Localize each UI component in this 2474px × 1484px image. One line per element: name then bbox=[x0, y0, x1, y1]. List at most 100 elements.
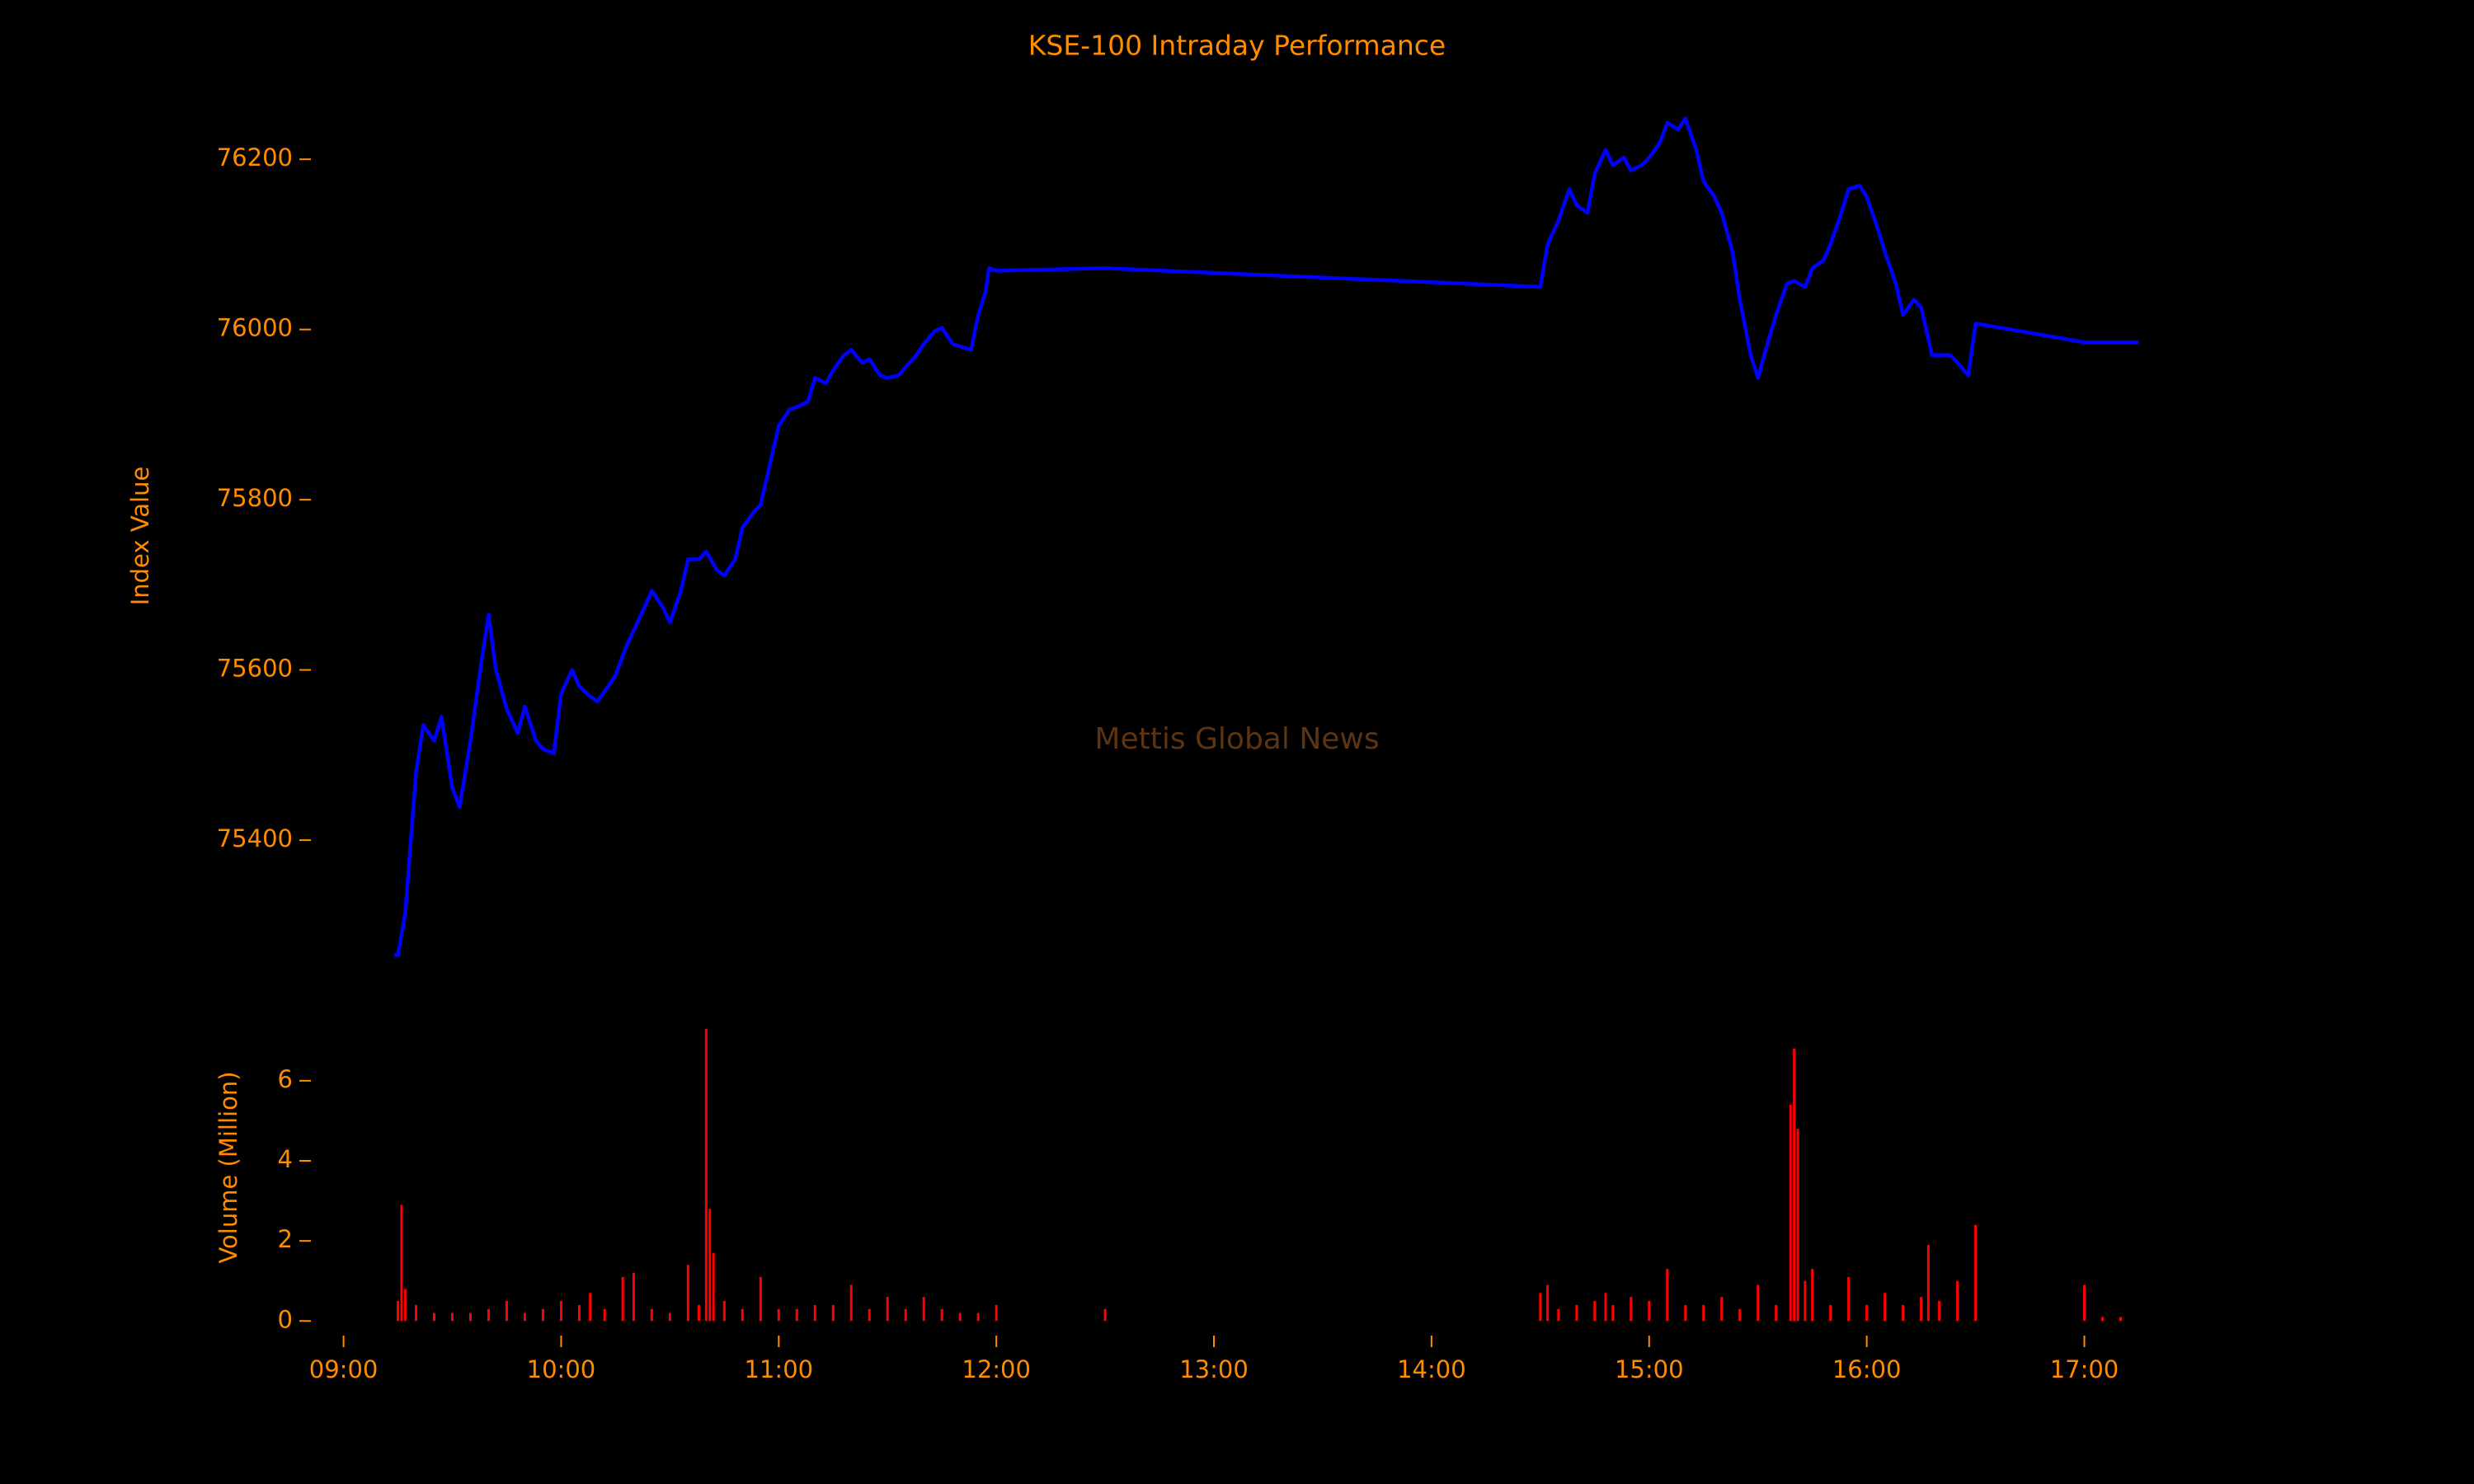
x-tick-label: 12:00 bbox=[962, 1355, 1031, 1383]
volume-bar bbox=[868, 1308, 871, 1322]
y-tick-label: 0 bbox=[278, 1305, 293, 1333]
volume-bar bbox=[1847, 1276, 1851, 1322]
volume-bar bbox=[886, 1297, 889, 1322]
volume-bar bbox=[589, 1293, 592, 1322]
volume-bar bbox=[1684, 1304, 1687, 1322]
volume-bar bbox=[1796, 1129, 1799, 1322]
y-tick-label: 75400 bbox=[217, 824, 293, 852]
volume-bar bbox=[708, 1209, 712, 1322]
volume-bar bbox=[1811, 1269, 1814, 1322]
volume-bar bbox=[759, 1276, 762, 1322]
volume-bar bbox=[1757, 1284, 1760, 1322]
volume-bar bbox=[1789, 1105, 1792, 1322]
volume-bar bbox=[2119, 1317, 2122, 1322]
volume-bar bbox=[559, 1300, 562, 1322]
volume-bar bbox=[523, 1313, 526, 1322]
volume-bar bbox=[904, 1308, 907, 1322]
x-tick-label: 09:00 bbox=[309, 1355, 379, 1383]
volume-bar bbox=[1546, 1284, 1550, 1322]
x-tick-label: 15:00 bbox=[1615, 1355, 1684, 1383]
volume-bar bbox=[1557, 1308, 1560, 1322]
volume-bar bbox=[722, 1300, 726, 1322]
x-tick-label: 17:00 bbox=[2050, 1355, 2119, 1383]
volume-bar bbox=[922, 1297, 925, 1322]
volume-bar bbox=[741, 1308, 744, 1322]
volume-bar bbox=[1648, 1300, 1651, 1322]
volume-bar bbox=[451, 1313, 454, 1322]
volume-bar bbox=[632, 1272, 635, 1322]
volume-bar bbox=[1611, 1304, 1615, 1322]
volume-bar bbox=[650, 1308, 653, 1322]
volume-bar bbox=[940, 1308, 943, 1322]
volume-bar bbox=[621, 1276, 624, 1322]
y-tick-label: 75600 bbox=[217, 655, 293, 683]
volume-bar bbox=[505, 1300, 508, 1322]
volume-bar bbox=[958, 1313, 962, 1322]
volume-bar bbox=[995, 1304, 998, 1322]
y-tick-label: 76200 bbox=[217, 143, 293, 171]
volume-bar bbox=[397, 1300, 400, 1322]
y-tick-label: 76000 bbox=[217, 314, 293, 342]
x-tick-label: 11:00 bbox=[745, 1355, 814, 1383]
volume-bar bbox=[1666, 1269, 1669, 1322]
volume-bar bbox=[415, 1304, 418, 1322]
volume-bar bbox=[469, 1313, 472, 1322]
volume-bar bbox=[433, 1313, 436, 1322]
y-tick-label: 2 bbox=[278, 1225, 293, 1253]
volume-bar bbox=[712, 1252, 715, 1322]
y-axis-label: Index Value bbox=[126, 467, 154, 606]
volume-bar bbox=[1865, 1304, 1869, 1322]
index-line bbox=[394, 116, 2139, 957]
volume-bar bbox=[400, 1205, 403, 1322]
volume-bar bbox=[603, 1308, 606, 1322]
y-axis-label: Volume (Million) bbox=[214, 1071, 242, 1263]
y-tick-label: 6 bbox=[278, 1065, 293, 1093]
volume-bar bbox=[1630, 1297, 1633, 1322]
volume-bar bbox=[686, 1265, 689, 1322]
y-tick-label: 75800 bbox=[217, 484, 293, 512]
volume-bar bbox=[2100, 1317, 2104, 1322]
volume-bar bbox=[1902, 1304, 1905, 1322]
volume-bar bbox=[704, 1028, 708, 1322]
volume-bar bbox=[1604, 1293, 1607, 1322]
volume-bar bbox=[976, 1313, 980, 1322]
volume-bar bbox=[1539, 1293, 1542, 1322]
volume-bar bbox=[577, 1304, 581, 1322]
volume-bar bbox=[487, 1308, 490, 1322]
volume-bar bbox=[1793, 1049, 1796, 1322]
volume-bar bbox=[1593, 1300, 1597, 1322]
volume-bar bbox=[1920, 1297, 1923, 1322]
chart-title: KSE-100 Intraday Performance bbox=[1028, 30, 1446, 62]
volume-bar bbox=[831, 1304, 835, 1322]
volume-bar bbox=[1738, 1308, 1742, 1322]
volume-bar bbox=[1775, 1304, 1778, 1322]
x-tick-label: 14:00 bbox=[1397, 1355, 1466, 1383]
volume-bar bbox=[403, 1289, 407, 1322]
x-tick-label: 10:00 bbox=[527, 1355, 596, 1383]
volume-bar bbox=[668, 1313, 671, 1322]
volume-bar bbox=[2082, 1284, 2086, 1322]
volume-bar bbox=[1956, 1280, 1959, 1322]
volume-bar bbox=[1884, 1293, 1887, 1322]
volume-bar bbox=[1720, 1297, 1724, 1322]
volume-bar bbox=[777, 1308, 780, 1322]
volume-bar bbox=[1575, 1304, 1578, 1322]
volume-bar bbox=[541, 1308, 544, 1322]
x-tick-label: 13:00 bbox=[1179, 1355, 1249, 1383]
x-tick-label: 16:00 bbox=[1832, 1355, 1902, 1383]
volume-bar bbox=[1702, 1304, 1705, 1322]
volume-bar bbox=[698, 1304, 701, 1322]
volume-bar bbox=[795, 1308, 798, 1322]
volume-bar bbox=[1938, 1300, 1941, 1322]
volume-bar bbox=[1974, 1224, 1978, 1322]
volume-bar bbox=[1103, 1308, 1107, 1322]
volume-bar bbox=[1926, 1244, 1930, 1322]
watermark: Mettis Global News bbox=[1094, 722, 1379, 756]
y-tick-label: 4 bbox=[278, 1145, 293, 1173]
volume-bar bbox=[1829, 1304, 1832, 1322]
volume-bar bbox=[1804, 1280, 1807, 1322]
volume-bar bbox=[813, 1304, 816, 1322]
volume-bar bbox=[849, 1284, 853, 1322]
